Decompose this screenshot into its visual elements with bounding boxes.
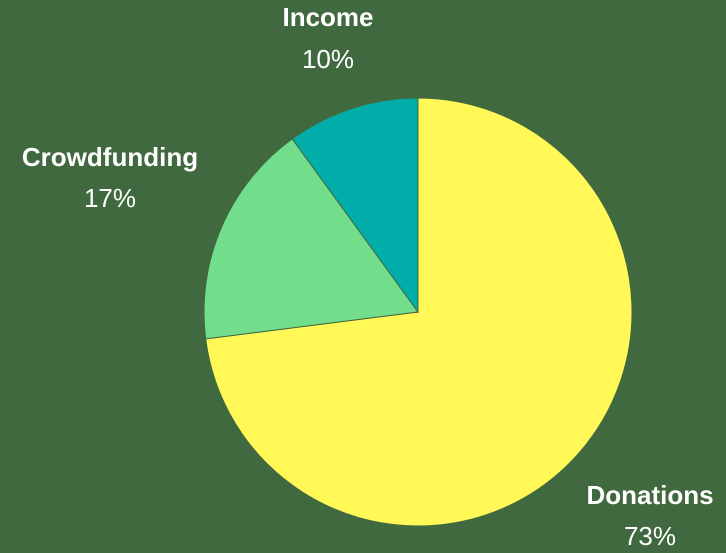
slice-donations (205, 97, 633, 527)
pie-labels: Donations 73% Crowdfunding 17% Income 10% (22, 2, 714, 551)
slice-percent-crowdfunding: 17% (84, 183, 136, 213)
slice-income (291, 97, 419, 314)
slice-label-crowdfunding: Crowdfunding (22, 142, 198, 172)
slice-crowdfunding (203, 138, 419, 340)
slice-label-income: Income (282, 2, 373, 32)
slice-percent-donations: 73% (624, 521, 676, 551)
pie-slices (203, 97, 633, 527)
slice-percent-income: 10% (302, 44, 354, 74)
slice-label-donations: Donations (586, 480, 713, 510)
